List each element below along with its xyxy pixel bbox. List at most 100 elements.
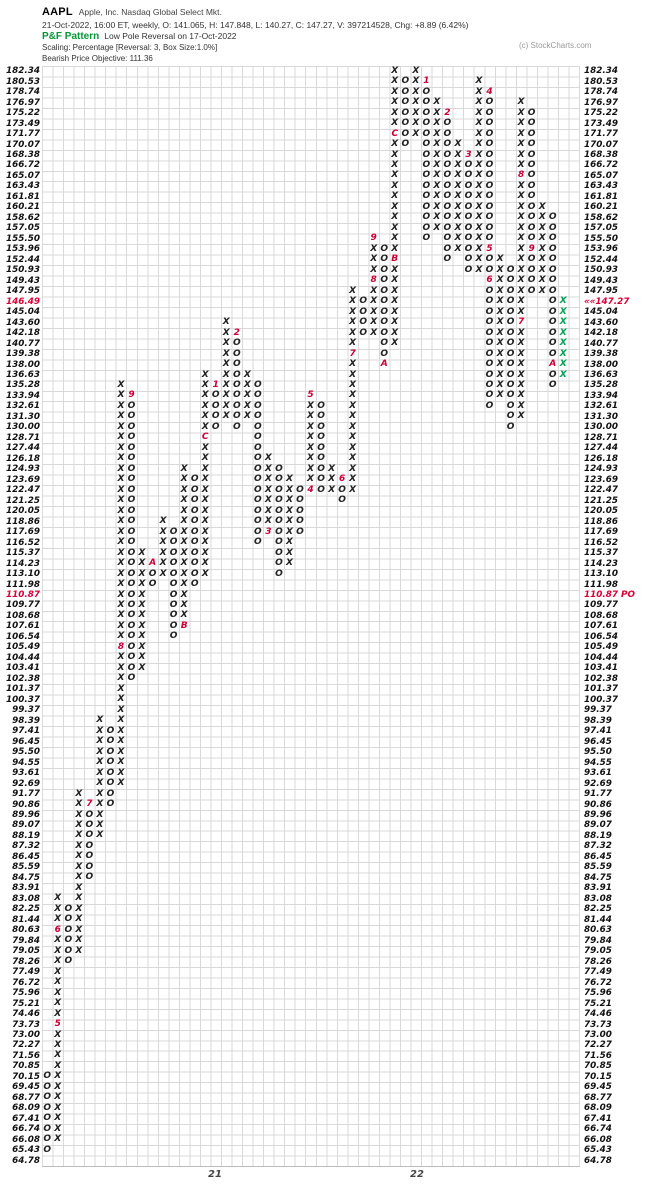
- pf-x-box: X: [54, 1029, 62, 1040]
- pf-o-box: O: [211, 411, 220, 422]
- pf-o-box: O: [548, 338, 557, 349]
- pf-x-box: X: [201, 537, 209, 548]
- pf-x-box: X: [54, 1050, 62, 1061]
- pf-o-box: O: [296, 516, 304, 527]
- pf-o-box: O: [506, 400, 515, 411]
- pf-x-box: X: [159, 516, 167, 527]
- pf-x-box: X: [75, 809, 83, 820]
- pf-x-box: X: [391, 107, 399, 118]
- pf-month-marker: A: [149, 558, 157, 569]
- price-label-left: 67.41: [12, 1113, 40, 1124]
- price-label-right: 178.74: [584, 87, 618, 98]
- pf-x-box: X: [264, 474, 272, 485]
- price-label-right: 182.34: [584, 66, 618, 77]
- pf-x-box: X: [391, 327, 399, 338]
- price-label-right: 158.62: [584, 212, 618, 223]
- pf-o-box: O: [127, 579, 136, 590]
- price-label-right: 140.77: [584, 338, 618, 349]
- pf-x-box: X: [75, 788, 83, 799]
- price-label-right: 157.05: [584, 223, 618, 234]
- pf-o-box: O: [527, 201, 536, 212]
- pf-o-box: O: [380, 327, 389, 338]
- pf-o-box: O: [359, 327, 367, 338]
- pf-x-box: X: [349, 296, 357, 307]
- pf-o-box: O: [464, 201, 473, 212]
- pf-month-marker: B: [180, 620, 188, 631]
- pf-x-box: X: [475, 180, 483, 191]
- pf-o-box: O: [211, 390, 220, 401]
- price-label-right: 68.77: [584, 1092, 612, 1103]
- pf-o-box: O: [422, 118, 431, 129]
- pf-x-box: X: [475, 149, 483, 160]
- pf-o-box: O: [422, 128, 431, 139]
- pf-o-box: O: [148, 568, 157, 579]
- price-label-left: 103.41: [6, 663, 40, 674]
- pf-o-box: O: [485, 264, 494, 275]
- pf-x-box: X: [117, 463, 125, 474]
- pf-o-box: O: [169, 589, 178, 600]
- pf-x-box: X: [496, 359, 504, 370]
- pf-x-box: X: [433, 170, 441, 181]
- pf-o-box: O: [232, 400, 241, 411]
- pf-o-box: O: [548, 317, 557, 328]
- pf-o-box: O: [464, 264, 473, 275]
- pf-x-box: X: [54, 987, 62, 998]
- pf-month-marker: 1: [423, 76, 430, 87]
- pf-x-box: X: [117, 620, 125, 631]
- pf-x-box: X: [243, 369, 251, 380]
- pf-o-box: O: [443, 149, 452, 160]
- pf-x-box: X: [54, 966, 62, 977]
- pf-o-box: O: [106, 788, 115, 799]
- pf-o-box: O: [548, 254, 557, 265]
- pf-o-box: O: [527, 139, 536, 150]
- pf-x-box: X: [117, 453, 125, 464]
- pf-x-box: X: [517, 233, 525, 244]
- pf-x-box: X: [433, 97, 441, 108]
- price-label-left: 114.23: [6, 558, 40, 569]
- pf-x-box: X: [370, 306, 378, 317]
- pf-x-box: X: [307, 400, 314, 411]
- pf-x-box: X: [180, 537, 188, 548]
- pf-x-box: X: [496, 338, 504, 349]
- pf-o-box: O: [190, 547, 199, 558]
- pf-x-box: X: [559, 359, 567, 370]
- pf-x-box: X: [180, 484, 188, 495]
- pf-x-box: X: [138, 641, 146, 652]
- pf-o-box: O: [527, 285, 536, 296]
- pf-x-box: X: [307, 453, 314, 464]
- pf-o-box: O: [254, 526, 262, 537]
- price-label-left: 123.69: [6, 474, 40, 485]
- price-label-left: 75.21: [12, 998, 40, 1009]
- pf-x-box: X: [475, 118, 483, 129]
- price-label-right: 171.77: [584, 129, 618, 140]
- price-label-left: 163.43: [6, 181, 40, 192]
- pf-o-box: O: [380, 275, 389, 286]
- pf-x-box: X: [391, 191, 399, 202]
- pf-o-box: O: [106, 746, 115, 757]
- price-label-left: 178.74: [6, 87, 40, 98]
- pf-x-box: X: [75, 851, 83, 862]
- pf-o-box: O: [548, 296, 557, 307]
- pf-x-box: X: [433, 212, 441, 223]
- pf-x-box: X: [391, 139, 399, 150]
- pf-o-box: O: [169, 537, 178, 548]
- pf-x-box: X: [222, 327, 230, 338]
- pf-o-box: O: [443, 243, 452, 254]
- pf-o-box: O: [127, 442, 136, 453]
- pf-x-box: X: [433, 107, 441, 118]
- pf-x-box: X: [412, 128, 420, 139]
- pf-x-box: X: [517, 359, 525, 370]
- pf-o-box: O: [548, 285, 557, 296]
- pf-x-box: X: [412, 86, 420, 97]
- pf-o-box: O: [127, 547, 136, 558]
- pf-o-box: O: [485, 233, 494, 244]
- price-label-left: 73.00: [12, 1029, 40, 1040]
- pf-x-box: X: [454, 212, 462, 223]
- pf-x-box: X: [517, 128, 525, 139]
- pf-month-marker: 9: [370, 233, 377, 244]
- pf-x-box: X: [201, 484, 209, 495]
- price-label-right: 100.37: [584, 694, 618, 705]
- pf-x-box: X: [222, 380, 230, 390]
- pf-x-box: X: [454, 149, 462, 160]
- price-label-right: 150.93: [584, 265, 618, 276]
